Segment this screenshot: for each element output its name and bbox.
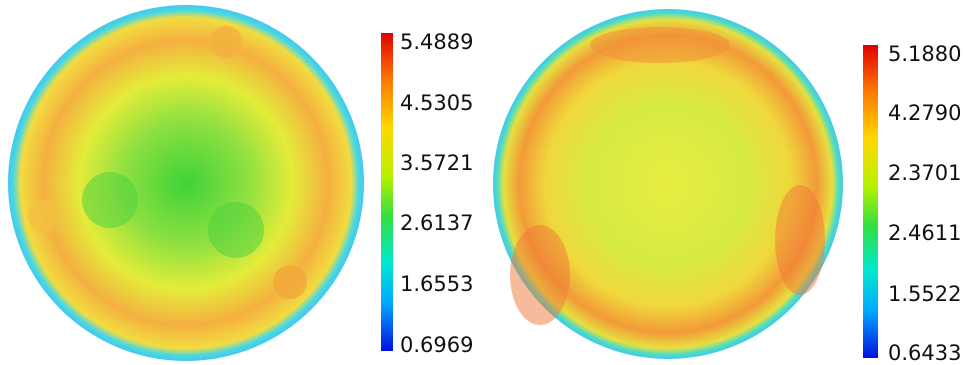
colorbar-label: 2.6137: [400, 211, 473, 235]
colorbar-label: 0.6969: [400, 333, 473, 357]
colorbar-label: 5.1880: [888, 42, 961, 66]
colorbar-label: 1.6553: [400, 272, 473, 296]
colorbar-label: 3.5721: [400, 151, 473, 175]
hot-spot: [590, 27, 730, 63]
hot-spot: [28, 200, 60, 232]
colorbar-label: 1.5522: [888, 282, 961, 306]
contour-disk: [8, 5, 364, 361]
hot-spot: [273, 265, 307, 299]
colorbar-label: 5.4889: [400, 30, 473, 54]
right-panel: 5.1880 4.2790 2.3701 2.4611 1.5522 0.643…: [493, 9, 961, 365]
colorbar: [863, 45, 878, 358]
cool-spot: [82, 172, 138, 228]
colorbar-label: 2.4611: [888, 221, 961, 245]
hot-spot: [210, 26, 242, 58]
colorbar-label: 2.3701: [888, 161, 961, 185]
colorbar-label: 4.2790: [888, 101, 961, 125]
hot-spot: [775, 185, 825, 295]
left-panel: 5.4889 4.5305 3.5721 2.6137 1.6553 0.696…: [8, 5, 473, 361]
colorbar-label: 4.5305: [400, 91, 473, 115]
cool-spot: [208, 202, 264, 258]
contour-disk: [493, 9, 843, 359]
colorbar-label: 0.6433: [888, 341, 961, 365]
colorbar: [381, 33, 393, 351]
hot-spot: [510, 225, 570, 325]
